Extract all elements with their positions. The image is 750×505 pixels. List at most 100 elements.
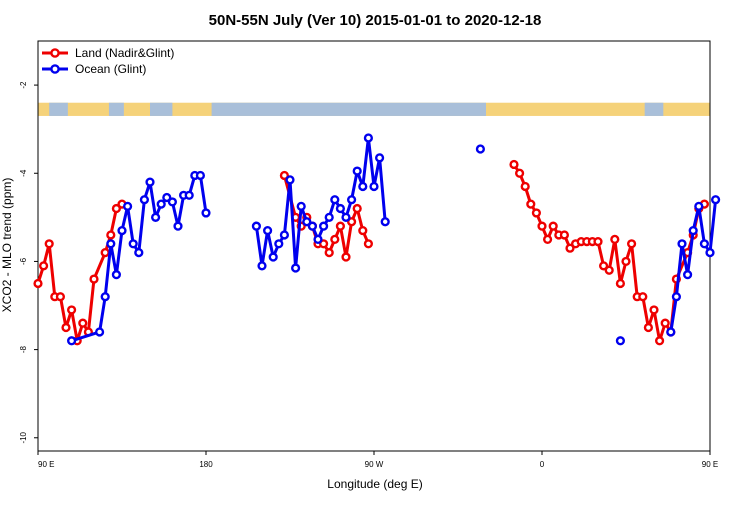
strip-ocean: [644, 102, 664, 116]
y-tick-label: -6: [19, 257, 28, 265]
data-point: [593, 236, 603, 247]
data-point: [559, 230, 570, 240]
data-point: [531, 208, 542, 218]
data-point: [699, 239, 710, 249]
data-point: [621, 256, 631, 267]
data-point: [654, 336, 665, 346]
legend-label: Ocean (Glint): [75, 62, 146, 76]
data-point: [44, 239, 54, 249]
series-ocean: [66, 133, 721, 346]
data-point: [694, 201, 704, 211]
data-point: [291, 263, 301, 273]
data-point: [380, 217, 390, 227]
data-point: [347, 195, 357, 205]
data-point: [358, 225, 368, 236]
data-point: [610, 234, 620, 244]
data-point: [710, 195, 721, 205]
data-point: [677, 239, 687, 249]
data-point: [106, 239, 116, 249]
data-point: [296, 201, 306, 211]
data-point: [352, 203, 362, 214]
data-point: [89, 274, 99, 284]
data-point: [319, 221, 329, 231]
data-point: [324, 248, 334, 258]
data-point: [352, 166, 362, 176]
data-point: [363, 133, 374, 143]
legend: Land (Nadir&Glint) Ocean (Glint): [42, 46, 174, 76]
data-point: [335, 203, 346, 214]
x-tick-label: 90 W: [365, 460, 384, 469]
data-point: [156, 199, 166, 209]
data-point: [128, 239, 138, 249]
data-point: [626, 239, 637, 249]
y-tick-label: -2: [19, 81, 28, 89]
x-tick-label: 0: [540, 460, 545, 469]
data-point: [666, 327, 676, 337]
y-tick-label: -8: [19, 346, 28, 354]
data-point: [66, 305, 77, 315]
data-point: [526, 199, 536, 209]
data-point: [151, 212, 161, 222]
data-point: [475, 144, 486, 154]
data-point: [604, 265, 614, 275]
data-point: [106, 230, 116, 240]
data-point: [33, 278, 43, 289]
data-point: [565, 243, 575, 253]
data-point: [184, 190, 194, 200]
data-point: [598, 261, 609, 271]
legend-marker: [50, 64, 60, 74]
strip-ocean: [49, 102, 68, 116]
data-point: [643, 322, 654, 333]
data-point: [78, 318, 88, 328]
data-point: [514, 168, 525, 178]
data-point: [682, 270, 693, 280]
data-point: [347, 217, 357, 227]
data-point: [369, 181, 379, 192]
data-point: [257, 261, 267, 271]
strip-ocean: [211, 102, 486, 116]
data-point: [341, 252, 351, 262]
data-point: [66, 336, 77, 346]
series-line: [512, 163, 706, 343]
data-point: [341, 212, 351, 222]
data-point: [274, 239, 284, 249]
strip-ocean: [108, 102, 124, 116]
data-point: [145, 177, 155, 187]
data-point: [537, 221, 547, 231]
data-point: [251, 221, 262, 231]
legend-label: Land (Nadir&Glint): [75, 46, 174, 60]
land-ocean-strip: [38, 102, 710, 116]
data-point: [111, 203, 122, 214]
data-point: [509, 159, 519, 170]
x-tick-label: 180: [199, 460, 213, 469]
series-line: [71, 173, 208, 343]
data-point: [615, 336, 626, 346]
data-point: [313, 234, 323, 244]
data-point: [195, 170, 206, 181]
data-point: [38, 261, 49, 271]
data-point: [55, 292, 66, 302]
data-point: [705, 248, 715, 258]
data-point: [285, 175, 295, 185]
data-point: [330, 195, 340, 205]
data-point: [201, 208, 211, 218]
x-tick-label: 90 E: [38, 460, 54, 469]
chart-title: 50N-55N July (Ver 10) 2015-01-01 to 2020…: [209, 12, 542, 29]
data-point: [139, 195, 150, 205]
data-point: [162, 192, 172, 203]
data-point: [520, 181, 530, 192]
data-point: [94, 327, 105, 337]
data-point: [61, 322, 71, 333]
data-point: [268, 252, 278, 262]
data-point: [122, 201, 133, 211]
data-point: [319, 239, 329, 249]
data-point: [688, 225, 698, 236]
x-tick-label: 90 E: [702, 460, 718, 469]
data-point: [167, 197, 178, 207]
data-point: [302, 217, 312, 227]
data-point: [358, 181, 368, 192]
data-point: [134, 248, 144, 258]
data-point: [100, 292, 110, 302]
